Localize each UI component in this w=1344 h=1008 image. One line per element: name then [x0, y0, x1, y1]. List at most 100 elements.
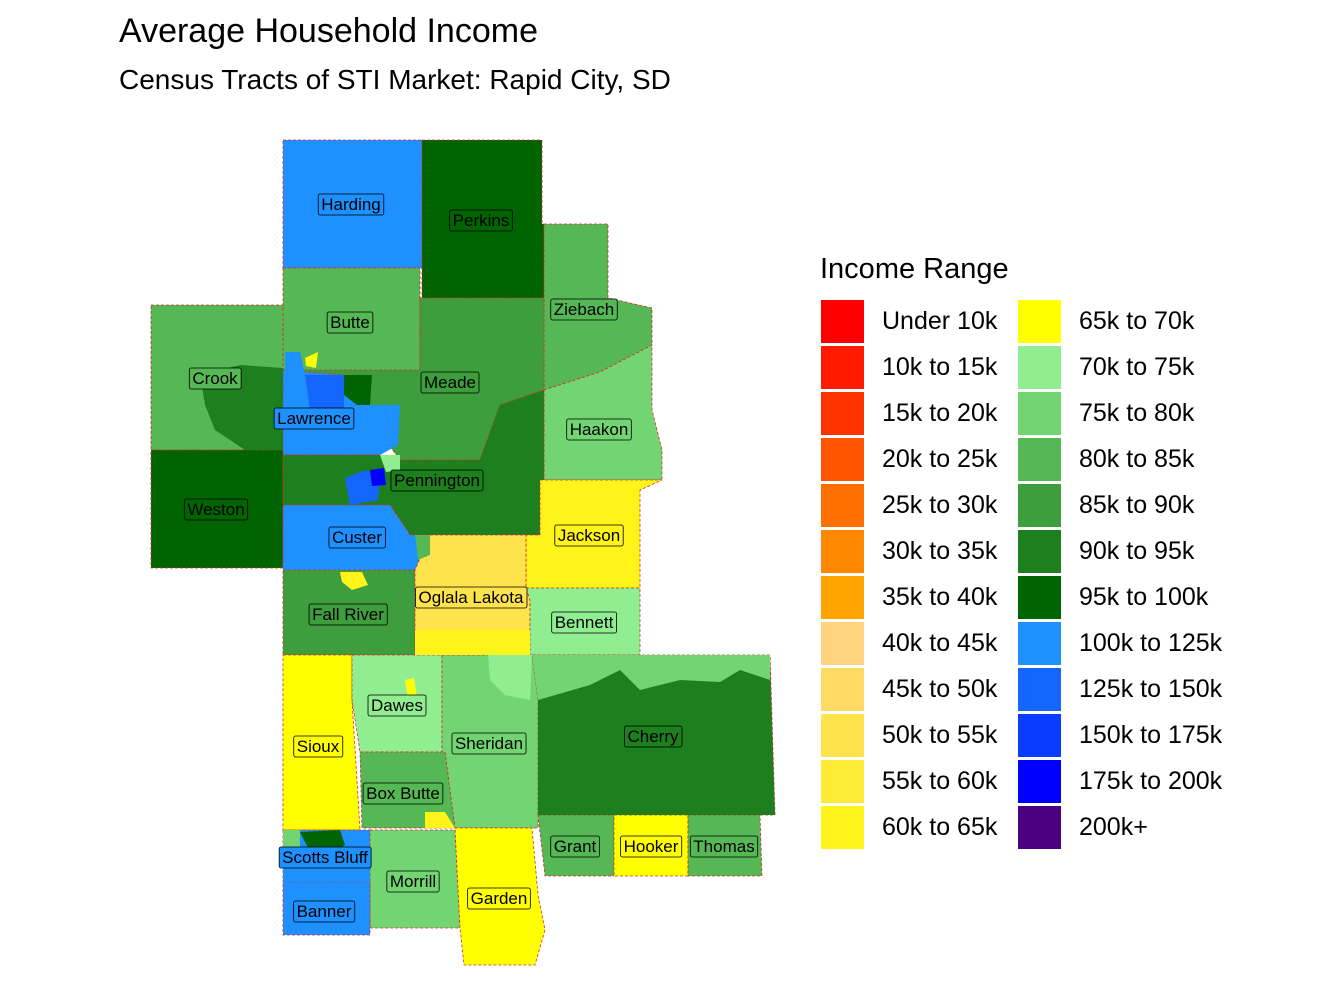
county-label-thomas: Thomas	[689, 835, 759, 858]
county-label-box	[386, 870, 440, 893]
county-label-grant: Grant	[550, 835, 600, 858]
county-label-perkins: Perkins	[449, 209, 513, 232]
county-label-garden: Garden	[467, 887, 531, 910]
legend-swatch	[1018, 714, 1061, 757]
legend-swatch	[821, 530, 864, 573]
legend-swatch	[1018, 668, 1061, 711]
legend-label: 125k to 150k	[1079, 675, 1223, 703]
legend-swatch	[821, 484, 864, 527]
legend-swatch	[1018, 438, 1061, 481]
legend-label: 150k to 175k	[1079, 721, 1223, 749]
county-label-box	[308, 603, 388, 626]
county-label-fall-river: Fall River	[308, 603, 388, 626]
county-label-text: Lawrence	[277, 409, 351, 428]
legend-label: 70k to 75k	[1079, 353, 1195, 381]
county-label-text: Garden	[471, 889, 528, 908]
county-label-text: Bennett	[555, 613, 614, 632]
county-label-box	[451, 732, 527, 755]
legend-label: 65k to 70k	[1079, 307, 1195, 335]
legend-label: 15k to 20k	[882, 399, 998, 427]
legend-label: 30k to 35k	[882, 537, 998, 565]
legend-label: 50k to 55k	[882, 721, 998, 749]
tract-overlay	[305, 375, 344, 410]
county-label-box	[273, 407, 355, 430]
legend-label: 45k to 50k	[882, 675, 998, 703]
legend-swatch	[1018, 760, 1061, 803]
legend-swatch	[1018, 484, 1061, 527]
legend-label: 40k to 45k	[882, 629, 998, 657]
legend-label: 85k to 90k	[1079, 491, 1195, 519]
county-label-text: Perkins	[453, 211, 510, 230]
county-label-oglala-lakota: Oglala Lakota	[415, 586, 528, 609]
county-label-text: Sheridan	[455, 734, 523, 753]
county-label-text: Sioux	[297, 737, 340, 756]
legend-label: Under 10k	[882, 307, 998, 335]
legend-swatch	[1018, 300, 1061, 343]
county-label-text: Jackson	[558, 526, 620, 545]
legend-swatch	[821, 806, 864, 849]
legend-swatch	[821, 392, 864, 435]
county-label-pennington: Pennington	[390, 469, 484, 492]
county-label-box	[188, 367, 242, 390]
county-label-box	[550, 835, 600, 858]
county-label-text: Crook	[192, 369, 238, 388]
county-label-text: Harding	[321, 195, 381, 214]
tract-overlay	[344, 375, 372, 405]
tract-overlay	[488, 655, 532, 700]
county-label-box	[362, 782, 444, 805]
county-label-box	[390, 469, 484, 492]
legend-label: 100k to 125k	[1079, 629, 1223, 657]
county-label-text: Cherry	[627, 727, 679, 746]
county-label-ziebach: Ziebach	[550, 298, 618, 321]
tract-overlay	[480, 392, 540, 535]
legend-swatch	[821, 346, 864, 389]
legend-swatch	[821, 300, 864, 343]
county-label-box	[449, 209, 513, 232]
county-label-text: Butte	[330, 313, 370, 332]
legend-swatch	[1018, 392, 1061, 435]
county-label-text: Haakon	[570, 420, 629, 439]
tract-overlay	[425, 812, 455, 828]
legend-label: 200k+	[1079, 813, 1148, 841]
legend-swatch	[1018, 530, 1061, 573]
legend-label: 80k to 85k	[1079, 445, 1195, 473]
tract-overlay	[305, 352, 318, 368]
county-label-morrill: Morrill	[386, 870, 440, 893]
county-label-dawes: Dawes	[367, 694, 427, 717]
county-label-bennett: Bennett	[551, 611, 617, 634]
map-title: Average Household Income	[119, 12, 538, 50]
county-label-custer: Custer	[328, 526, 386, 549]
county-label-box	[467, 887, 531, 910]
county-label-hooker: Hooker	[620, 835, 683, 858]
choropleth-map: Harding Perkins Butte Ziebach Crook Meade Lawr…	[150, 139, 776, 966]
tract-overlay	[283, 830, 300, 850]
county-label-scotts-bluff: Scotts Bluff	[278, 846, 372, 869]
county-label-text: Scotts Bluff	[282, 848, 368, 867]
county-label-haakon: Haakon	[566, 418, 632, 441]
county-label-text: Weston	[187, 500, 244, 519]
tract-overlay	[370, 468, 386, 486]
legend-label: 175k to 200k	[1079, 767, 1223, 795]
county-label-box	[183, 498, 249, 521]
county-label-box	[317, 193, 385, 216]
legend-swatch	[821, 760, 864, 803]
legend-label: 10k to 15k	[882, 353, 998, 381]
legend-swatch	[821, 668, 864, 711]
county-label-text: Fall River	[312, 605, 384, 624]
county-label-text: Banner	[297, 902, 352, 921]
county-label-box	[420, 371, 480, 394]
county-label-box	[326, 311, 374, 334]
county-label-text: Hooker	[624, 837, 679, 856]
county-label-banner: Banner	[293, 900, 356, 923]
county-label-text: Pennington	[394, 471, 480, 490]
county-label-box	[328, 526, 386, 549]
county-label-box	[551, 611, 617, 634]
county-label-box	[415, 586, 528, 609]
county-label-harding: Harding	[317, 193, 385, 216]
legend-label: 20k to 25k	[882, 445, 998, 473]
map-subtitle: Census Tracts of STI Market: Rapid City,…	[119, 64, 671, 95]
county-label-text: Oglala Lakota	[419, 588, 524, 607]
county-label-text: Custer	[332, 528, 382, 547]
legend-swatch	[1018, 622, 1061, 665]
tract-overlay	[285, 352, 305, 375]
